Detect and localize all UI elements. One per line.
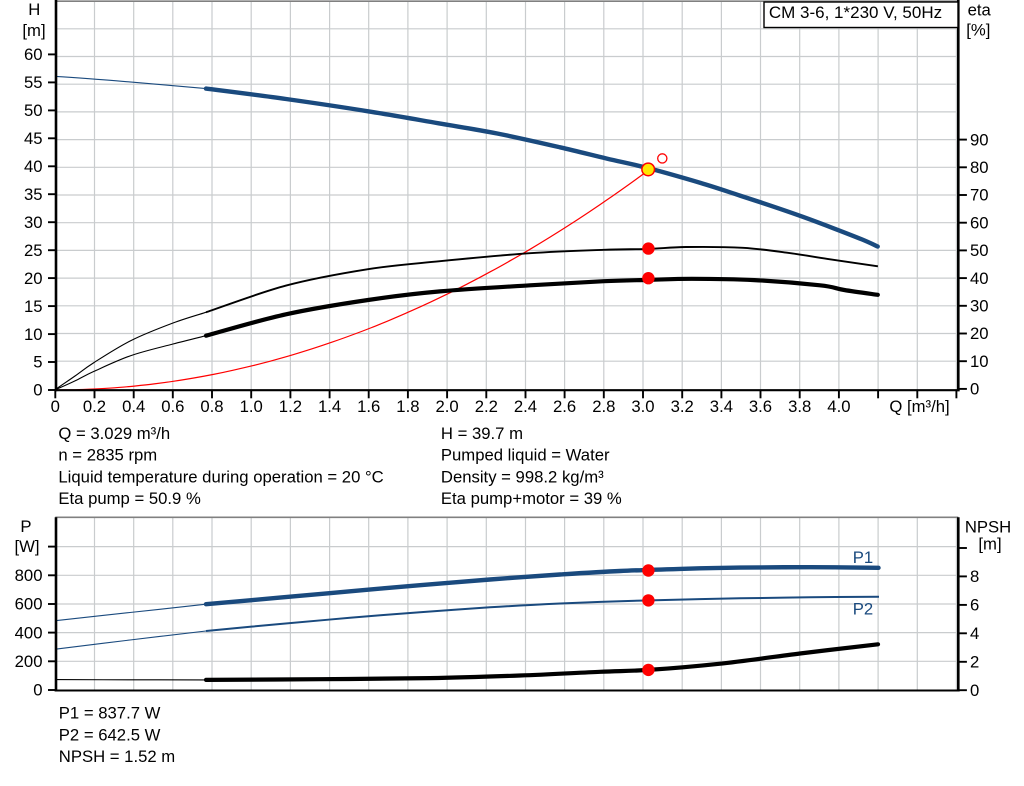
svg-text:P2: P2 — [853, 600, 873, 619]
svg-text:50: 50 — [970, 241, 989, 260]
svg-text:NPSH = 1.52 m: NPSH = 1.52 m — [59, 747, 175, 766]
svg-text:1.2: 1.2 — [279, 397, 302, 416]
svg-text:Q = 3.029 m³/h: Q = 3.029 m³/h — [58, 424, 170, 443]
svg-text:Pumped liquid = Water: Pumped liquid = Water — [441, 446, 610, 465]
svg-text:2.6: 2.6 — [553, 397, 576, 416]
svg-text:15: 15 — [24, 297, 43, 316]
svg-text:NPSH: NPSH — [965, 518, 1011, 537]
svg-text:Density = 998.2 kg/m³: Density = 998.2 kg/m³ — [441, 467, 604, 486]
svg-text:2.8: 2.8 — [592, 397, 615, 416]
svg-text:30: 30 — [970, 297, 989, 316]
svg-text:1.8: 1.8 — [396, 397, 419, 416]
svg-text:800: 800 — [15, 566, 43, 585]
svg-text:n = 2835 rpm: n = 2835 rpm — [58, 446, 157, 465]
svg-text:6: 6 — [970, 596, 979, 615]
svg-text:1.0: 1.0 — [240, 397, 263, 416]
svg-text:[%]: [%] — [966, 21, 990, 40]
svg-text:20: 20 — [24, 269, 43, 288]
svg-text:1.4: 1.4 — [318, 397, 341, 416]
svg-text:45: 45 — [24, 129, 43, 148]
svg-text:0: 0 — [33, 381, 42, 400]
svg-text:35: 35 — [24, 185, 43, 204]
svg-text:200: 200 — [15, 652, 43, 671]
svg-text:1.6: 1.6 — [357, 397, 380, 416]
svg-text:0: 0 — [970, 380, 979, 399]
svg-text:8: 8 — [970, 567, 979, 586]
svg-text:3.0: 3.0 — [631, 397, 654, 416]
svg-text:P1 = 837.7 W: P1 = 837.7 W — [59, 703, 161, 722]
svg-text:0: 0 — [33, 681, 42, 700]
svg-text:H = 39.7 m: H = 39.7 m — [441, 424, 523, 443]
svg-text:eta: eta — [968, 0, 992, 19]
svg-text:P1: P1 — [853, 548, 873, 567]
svg-text:Eta pump = 50.9 %: Eta pump = 50.9 % — [58, 489, 201, 508]
svg-text:10: 10 — [970, 352, 989, 371]
svg-text:[m]: [m] — [978, 535, 1001, 554]
svg-text:40: 40 — [24, 157, 43, 176]
svg-text:2.4: 2.4 — [514, 397, 537, 416]
svg-text:3.4: 3.4 — [710, 397, 733, 416]
svg-text:H: H — [28, 0, 40, 19]
svg-text:70: 70 — [970, 186, 989, 205]
svg-text:Liquid temperature during oper: Liquid temperature during operation = 20… — [58, 467, 383, 486]
svg-text:0: 0 — [970, 681, 979, 700]
svg-text:Q [m³/h]: Q [m³/h] — [889, 397, 949, 416]
svg-text:40: 40 — [970, 269, 989, 288]
svg-text:10: 10 — [24, 325, 43, 344]
svg-text:60: 60 — [24, 45, 43, 64]
svg-text:55: 55 — [24, 73, 43, 92]
svg-text:2.2: 2.2 — [475, 397, 498, 416]
svg-text:20: 20 — [970, 324, 989, 343]
svg-text:3.2: 3.2 — [671, 397, 694, 416]
svg-text:[W]: [W] — [14, 537, 39, 556]
svg-text:3.8: 3.8 — [788, 397, 811, 416]
svg-text:0.4: 0.4 — [122, 397, 145, 416]
svg-text:[m]: [m] — [22, 21, 45, 40]
svg-text:3.6: 3.6 — [749, 397, 772, 416]
svg-text:25: 25 — [24, 241, 43, 260]
svg-text:50: 50 — [24, 101, 43, 120]
svg-text:2: 2 — [970, 653, 979, 672]
svg-text:CM 3-6, 1*230 V, 50Hz: CM 3-6, 1*230 V, 50Hz — [769, 3, 942, 22]
svg-text:400: 400 — [15, 623, 43, 642]
svg-text:0.6: 0.6 — [161, 397, 184, 416]
svg-text:600: 600 — [15, 595, 43, 614]
svg-text:Eta pump+motor = 39 %: Eta pump+motor = 39 % — [441, 489, 622, 508]
svg-text:60: 60 — [970, 213, 989, 232]
svg-text:30: 30 — [24, 213, 43, 232]
svg-text:5: 5 — [33, 353, 42, 372]
svg-text:0: 0 — [51, 397, 60, 416]
svg-text:2.0: 2.0 — [435, 397, 458, 416]
svg-text:80: 80 — [970, 158, 989, 177]
svg-text:4.0: 4.0 — [827, 397, 850, 416]
svg-text:P: P — [20, 517, 31, 536]
svg-text:P2 = 642.5 W: P2 = 642.5 W — [59, 725, 161, 744]
svg-text:4: 4 — [970, 624, 979, 643]
svg-text:0.2: 0.2 — [83, 397, 106, 416]
svg-text:0.8: 0.8 — [200, 397, 223, 416]
svg-text:90: 90 — [970, 130, 989, 149]
